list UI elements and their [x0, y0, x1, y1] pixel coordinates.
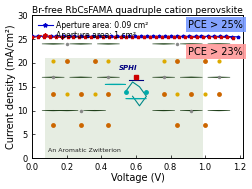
Polygon shape: [42, 110, 64, 111]
Text: PCE > 23%: PCE > 23%: [188, 47, 243, 57]
Text: SPHI: SPHI: [119, 65, 138, 71]
Y-axis label: Current density (mA/cm²): Current density (mA/cm²): [6, 24, 16, 149]
Title: Br-free RbCsFAMA quadruple cation perovskite: Br-free RbCsFAMA quadruple cation perovs…: [32, 5, 243, 15]
Text: PCE > 25%: PCE > 25%: [188, 20, 243, 30]
FancyBboxPatch shape: [45, 58, 203, 158]
Polygon shape: [180, 110, 203, 111]
Legend: Aperture area: 0.09 cm², Aperture area: 1 cm²: Aperture area: 0.09 cm², Aperture area: …: [36, 19, 150, 41]
Polygon shape: [56, 110, 78, 111]
Text: An Aromatic Zwitterion: An Aromatic Zwitterion: [48, 149, 121, 153]
Polygon shape: [208, 110, 230, 111]
X-axis label: Voltage (V): Voltage (V): [111, 174, 165, 184]
Polygon shape: [83, 110, 106, 111]
Polygon shape: [152, 110, 175, 111]
